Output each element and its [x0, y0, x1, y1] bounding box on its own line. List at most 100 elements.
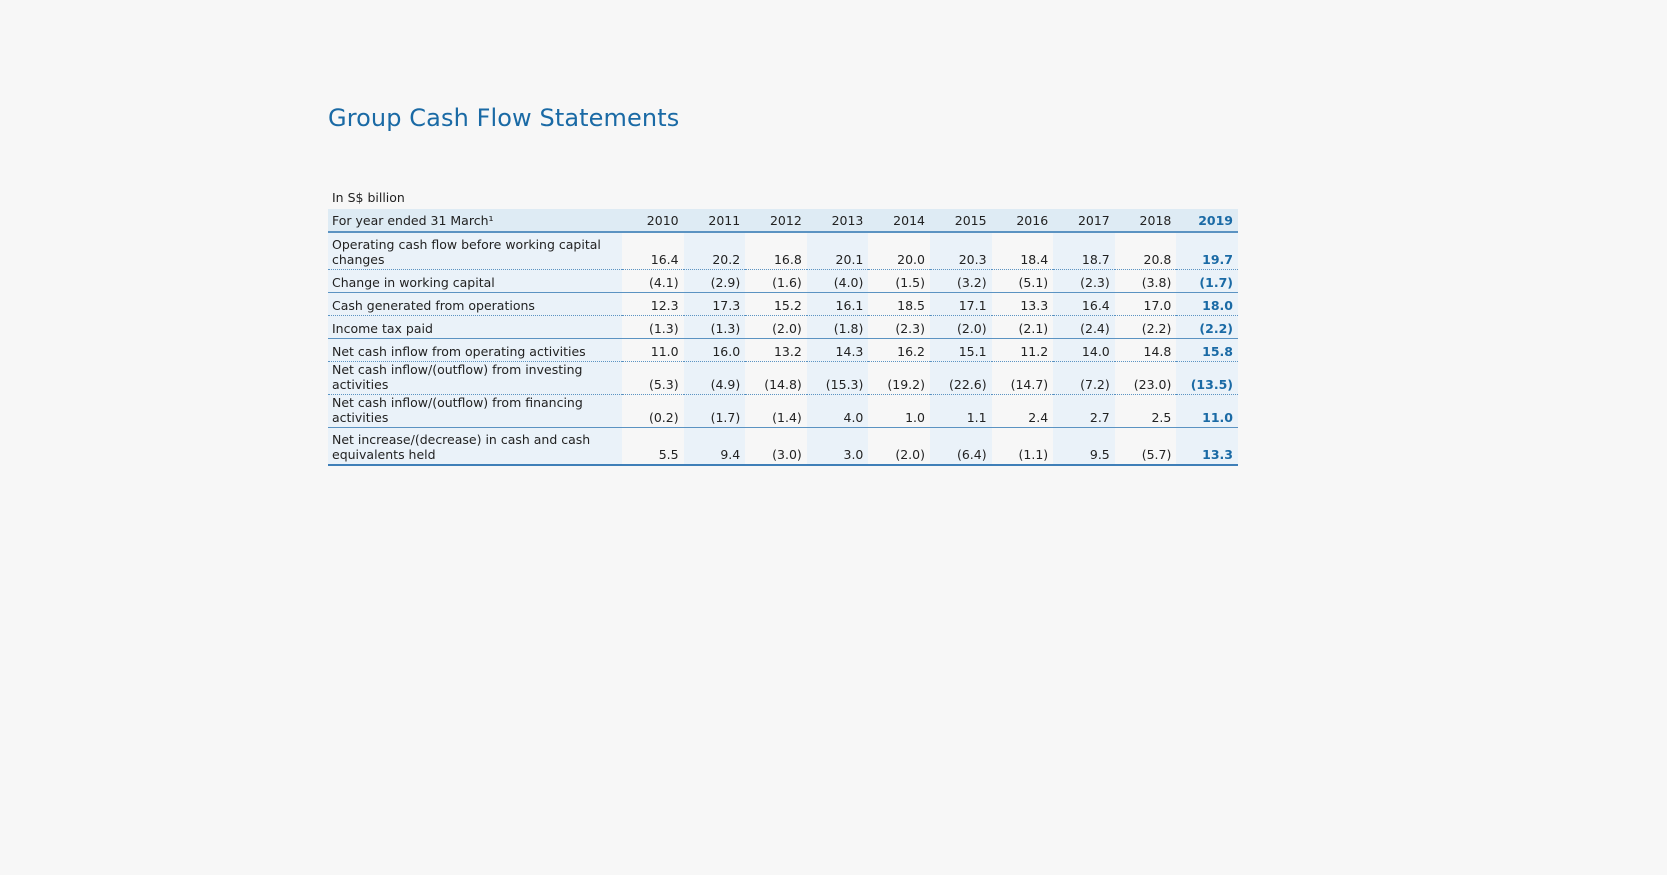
- row-label: Income tax paid: [328, 315, 623, 339]
- header-row: For year ended 31 March¹ 2010 2011 2012 2013…: [328, 209, 1238, 233]
- year-header: 2011: [683, 209, 746, 233]
- cell-value: 2.5: [1114, 394, 1177, 428]
- cell-value: (4.9): [683, 361, 746, 395]
- row-label: Net cash inflow/(outflow) from investing…: [328, 361, 623, 395]
- cell-value: 20.3: [929, 232, 992, 270]
- cell-value: 16.0: [683, 338, 746, 362]
- row-label: Operating cash flow before working capit…: [328, 232, 623, 270]
- header-label: For year ended 31 March¹: [328, 209, 623, 233]
- table-row: Operating cash flow before working capit…: [328, 232, 1238, 270]
- cell-value: (23.0): [1114, 361, 1177, 395]
- cell-value: 18.5: [868, 292, 930, 316]
- cell-value: 9.4: [683, 427, 746, 466]
- cell-value: (5.3): [622, 361, 684, 395]
- cell-value: 11.0: [622, 338, 684, 362]
- cell-value: (15.3): [806, 361, 869, 395]
- row-label: Net cash inflow from operating activitie…: [328, 338, 623, 362]
- year-header: 2017: [1053, 209, 1115, 233]
- cell-value: (4.0): [806, 269, 869, 293]
- cell-value: 16.2: [868, 338, 930, 362]
- cell-value: 13.2: [745, 338, 807, 362]
- table-row: Income tax paid (1.3) (1.3) (2.0) (1.8) (2.3)…: [328, 315, 1238, 339]
- cell-value: 9.5: [1053, 427, 1115, 466]
- year-header: 2010: [622, 209, 684, 233]
- year-header: 2019: [1176, 209, 1238, 233]
- cell-value: 11.0: [1176, 394, 1238, 428]
- cell-value: 20.0: [868, 232, 930, 270]
- year-header: 2014: [868, 209, 930, 233]
- cash-flow-table: For year ended 31 March¹ 2010 2011 2012 2013…: [328, 209, 1238, 466]
- cell-value: (1.3): [683, 315, 746, 339]
- year-header: 2018: [1114, 209, 1177, 233]
- cell-value: (5.7): [1114, 427, 1177, 466]
- cell-value: (1.3): [622, 315, 684, 339]
- row-label: Net cash inflow/(outflow) from financing…: [328, 394, 623, 428]
- cell-value: (1.5): [868, 269, 930, 293]
- cell-value: 15.2: [745, 292, 807, 316]
- cell-value: (4.1): [622, 269, 684, 293]
- cell-value: (1.4): [745, 394, 807, 428]
- cell-value: 2.7: [1053, 394, 1115, 428]
- cell-value: (7.2): [1053, 361, 1115, 395]
- cell-value: 18.7: [1053, 232, 1115, 270]
- cell-value: 16.4: [622, 232, 684, 270]
- cell-value: 3.0: [806, 427, 869, 466]
- row-label: Cash generated from operations: [328, 292, 623, 316]
- cell-value: (1.7): [1176, 269, 1238, 293]
- table-row: Net cash inflow from operating activitie…: [328, 338, 1238, 362]
- cell-value: 20.2: [683, 232, 746, 270]
- cell-value: 17.3: [683, 292, 746, 316]
- year-header: 2012: [745, 209, 807, 233]
- cell-value: 12.3: [622, 292, 684, 316]
- cell-value: 17.1: [929, 292, 992, 316]
- cell-value: 1.0: [868, 394, 930, 428]
- cell-value: (3.0): [745, 427, 807, 466]
- cell-value: (6.4): [929, 427, 992, 466]
- cell-value: 11.2: [991, 338, 1054, 362]
- cell-value: (1.8): [806, 315, 869, 339]
- cell-value: 13.3: [1176, 427, 1238, 466]
- cell-value: 4.0: [806, 394, 869, 428]
- page-title: Group Cash Flow Statements: [328, 104, 680, 132]
- year-header: 2015: [929, 209, 992, 233]
- row-label: Net increase/(decrease) in cash and cash…: [328, 427, 623, 466]
- table-row: Net cash inflow/(outflow) from investing…: [328, 361, 1238, 395]
- cell-value: (0.2): [622, 394, 684, 428]
- cell-value: (14.7): [991, 361, 1054, 395]
- year-header: 2013: [806, 209, 869, 233]
- cell-value: 17.0: [1114, 292, 1177, 316]
- table-row: Net cash inflow/(outflow) from financing…: [328, 394, 1238, 428]
- unit-label: In S$ billion: [332, 190, 405, 205]
- cell-value: (1.6): [745, 269, 807, 293]
- cell-value: 14.0: [1053, 338, 1115, 362]
- cell-value: 20.8: [1114, 232, 1177, 270]
- cell-value: (2.1): [991, 315, 1054, 339]
- cell-value: 1.1: [929, 394, 992, 428]
- cell-value: (2.3): [868, 315, 930, 339]
- row-label: Change in working capital: [328, 269, 623, 293]
- cell-value: (3.2): [929, 269, 992, 293]
- cell-value: (13.5): [1176, 361, 1238, 395]
- cell-value: (2.3): [1053, 269, 1115, 293]
- cell-value: (2.2): [1176, 315, 1238, 339]
- cell-value: (2.4): [1053, 315, 1115, 339]
- cell-value: (14.8): [745, 361, 807, 395]
- cell-value: 14.8: [1114, 338, 1177, 362]
- cell-value: 2.4: [991, 394, 1054, 428]
- cell-value: 14.3: [806, 338, 869, 362]
- cell-value: 13.3: [991, 292, 1054, 316]
- cell-value: (3.8): [1114, 269, 1177, 293]
- cell-value: 16.4: [1053, 292, 1115, 316]
- cell-value: 5.5: [622, 427, 684, 466]
- cell-value: (5.1): [991, 269, 1054, 293]
- cell-value: (1.7): [683, 394, 746, 428]
- table-row: Cash generated from operations 12.3 17.3 15…: [328, 292, 1238, 316]
- cell-value: (2.0): [868, 427, 930, 466]
- cell-value: (2.9): [683, 269, 746, 293]
- cell-value: 16.8: [745, 232, 807, 270]
- cell-value: 19.7: [1176, 232, 1238, 270]
- cell-value: 15.8: [1176, 338, 1238, 362]
- cell-value: (19.2): [868, 361, 930, 395]
- cell-value: 18.0: [1176, 292, 1238, 316]
- cell-value: (2.2): [1114, 315, 1177, 339]
